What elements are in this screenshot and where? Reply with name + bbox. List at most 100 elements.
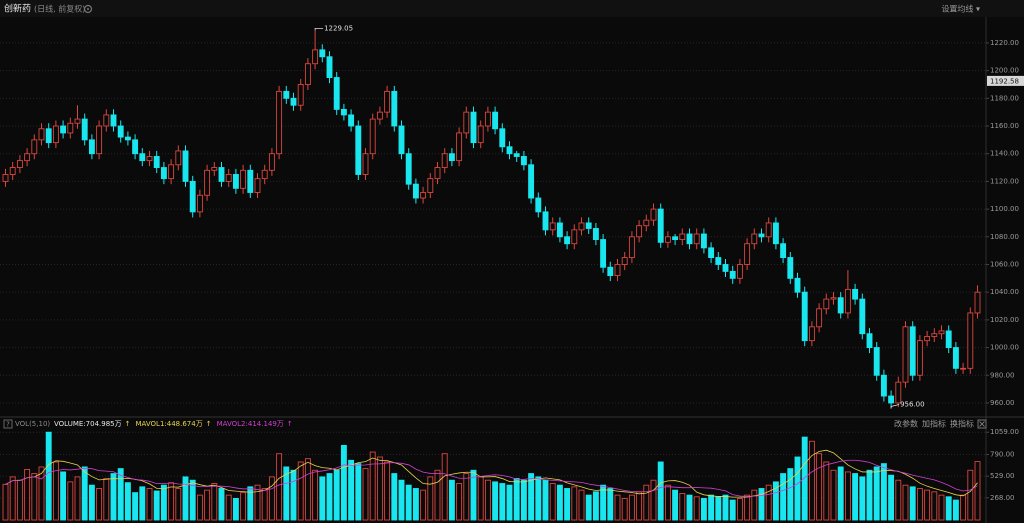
candle-body: [88, 139, 95, 155]
volume-bar: [909, 486, 916, 521]
candle-body: [132, 139, 139, 155]
volume-bar: [952, 499, 959, 521]
volume-bar: [124, 482, 131, 521]
volume-bar: [837, 466, 844, 521]
volume-bar: [693, 496, 700, 521]
candle-body: [340, 108, 347, 116]
candle-body: [456, 132, 463, 162]
help-icon[interactable]: ?: [6, 421, 10, 429]
volume-bar: [74, 476, 81, 521]
settings-icon[interactable]: [83, 4, 93, 14]
candle-body: [31, 139, 38, 155]
candle-body: [916, 340, 923, 376]
volume-bar: [2, 483, 9, 521]
volume-bar: [844, 471, 851, 521]
volume-bar: [60, 471, 67, 521]
volume-bar: [960, 494, 967, 521]
candle-body: [477, 125, 484, 144]
volume-bar: [463, 473, 470, 521]
volume-bar: [628, 494, 635, 521]
volume-bar: [247, 486, 254, 521]
low-annotation: 956.00: [900, 400, 925, 408]
volume-bar: [160, 484, 167, 521]
candle-body: [398, 125, 405, 155]
volume-bar: [362, 468, 369, 521]
candle-body: [909, 326, 916, 376]
candle-body: [960, 367, 967, 370]
candle-body: [110, 114, 117, 127]
candle-body: [528, 164, 535, 199]
candle-body: [492, 111, 499, 130]
toolbar-button[interactable]: 换指标: [950, 419, 974, 429]
candle-body: [952, 347, 959, 369]
candle-body: [844, 288, 851, 314]
volume-bar: [405, 484, 412, 521]
candle-body: [578, 222, 585, 231]
candle-body: [304, 63, 311, 85]
volume-bar: [600, 484, 607, 521]
candle-body: [470, 111, 477, 144]
candle-body: [873, 347, 880, 376]
chart-subtitle: (日线, 前复权): [34, 4, 85, 14]
volume-bar: [492, 481, 499, 521]
y-tick-label: 1040.00: [990, 288, 1019, 296]
legend-label: MAVOL2:414.149万: [217, 420, 284, 428]
candle-body: [600, 239, 607, 268]
volume-bar: [585, 494, 592, 521]
volume-bar: [931, 491, 938, 521]
candle-body: [693, 233, 700, 245]
candle-body: [592, 228, 599, 241]
volume-bar: [232, 498, 239, 521]
candle-body: [434, 167, 441, 180]
candle-body: [765, 222, 772, 238]
candle-body: [261, 169, 268, 180]
volume-bar: [520, 479, 527, 521]
high-pointer: [314, 27, 324, 31]
volume-bar: [117, 468, 124, 521]
volume-bar: [225, 494, 232, 521]
candle-body: [700, 233, 707, 249]
candle-body: [463, 111, 470, 134]
volume-bar: [240, 492, 247, 521]
close-button[interactable]: [977, 419, 987, 429]
candle-body: [391, 90, 398, 127]
candle-body: [204, 169, 211, 196]
candle-body: [326, 56, 333, 78]
candle-body: [643, 219, 650, 227]
candle-body: [103, 114, 110, 127]
volume-bar: [340, 444, 347, 521]
volume-bar: [88, 484, 95, 521]
candle-body: [297, 84, 304, 106]
volume-bar: [772, 481, 779, 521]
y-tick-label: 1100.00: [990, 205, 1019, 213]
legend-arrow: ↑: [287, 420, 293, 428]
volume-bar: [168, 482, 175, 521]
volume-bar: [312, 469, 319, 521]
candle-body: [484, 111, 491, 127]
candle-body: [621, 257, 628, 265]
toolbar-button[interactable]: 改参数: [894, 419, 918, 429]
help-box[interactable]: [3, 419, 13, 429]
volume-legend: VOLUME:704.985万 ↑ MAVOL1:448.674万 ↑ MAVOL2:4…: [54, 420, 293, 428]
candle-body: [758, 233, 765, 238]
volume-bar: [412, 488, 419, 521]
ma-settings-button[interactable]: 设置均线 ▾: [941, 4, 980, 14]
volume-bar: [96, 488, 103, 521]
toolbar-button[interactable]: 加指标: [922, 419, 946, 429]
candle-body: [276, 90, 283, 155]
candle-body: [974, 291, 981, 314]
candle-body: [117, 125, 124, 138]
volume-bar: [794, 456, 801, 521]
volume-bar: [427, 476, 434, 521]
candle-body: [945, 330, 952, 349]
volume-bar: [974, 461, 981, 521]
volume-bar: [369, 451, 376, 521]
y-tick-label: 1160.00: [990, 122, 1019, 130]
candle-body: [16, 160, 23, 169]
volume-bar: [261, 488, 268, 521]
candle-body: [348, 114, 355, 127]
volume-bar: [535, 476, 542, 521]
candle-body: [585, 222, 592, 229]
candle-body: [355, 125, 362, 175]
volume-bar: [823, 461, 830, 521]
